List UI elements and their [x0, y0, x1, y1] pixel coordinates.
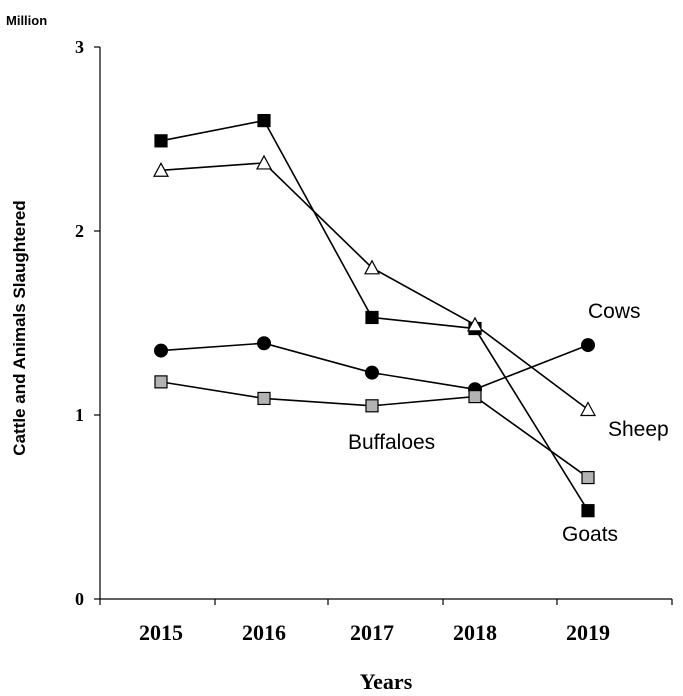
x-tick-label: 2017	[350, 620, 394, 645]
data-point-buffaloes	[581, 470, 595, 485]
unit-label: Million	[6, 13, 47, 28]
data-point-goats	[581, 504, 595, 518]
y-tick-label: 2	[75, 221, 84, 241]
x-tick-label: 2019	[566, 620, 610, 645]
series-line-buffaloes	[160, 381, 589, 479]
data-point-sheep	[255, 154, 273, 170]
data-point-cows	[365, 365, 379, 380]
data-point-buffaloes	[154, 375, 168, 389]
data-point-sheep	[579, 401, 597, 417]
y-tick-label: 3	[75, 37, 84, 57]
data-point-sheep	[466, 316, 484, 332]
y-tick-label: 1	[75, 405, 84, 425]
data-point-buffaloes	[365, 399, 379, 413]
data-point-buffaloes	[468, 390, 482, 404]
x-axis-label: Years	[360, 669, 413, 694]
data-point-goats	[257, 113, 271, 128]
data-point-goats	[154, 134, 168, 148]
data-point-cows	[154, 343, 168, 358]
x-tick-label: 2016	[242, 620, 286, 645]
data-point-sheep	[363, 259, 381, 275]
series-label-cows: Cows	[588, 300, 641, 323]
y-axis-label: Cattle and Animals Slaughtered	[10, 200, 29, 455]
data-point-cows	[581, 338, 595, 353]
data-point-goats	[365, 310, 379, 325]
series-label-buffaloes: Buffaloes	[348, 431, 435, 454]
data-point-sheep	[152, 162, 170, 177]
data-point-cows	[257, 336, 271, 351]
data-point-buffaloes	[257, 391, 271, 406]
x-tick-label: 2018	[453, 620, 497, 645]
series-label-goats: Goats	[562, 523, 618, 546]
series-label-sheep: Sheep	[608, 418, 669, 441]
x-tick-label: 2015	[139, 620, 183, 645]
y-tick-label: 0	[75, 589, 84, 609]
